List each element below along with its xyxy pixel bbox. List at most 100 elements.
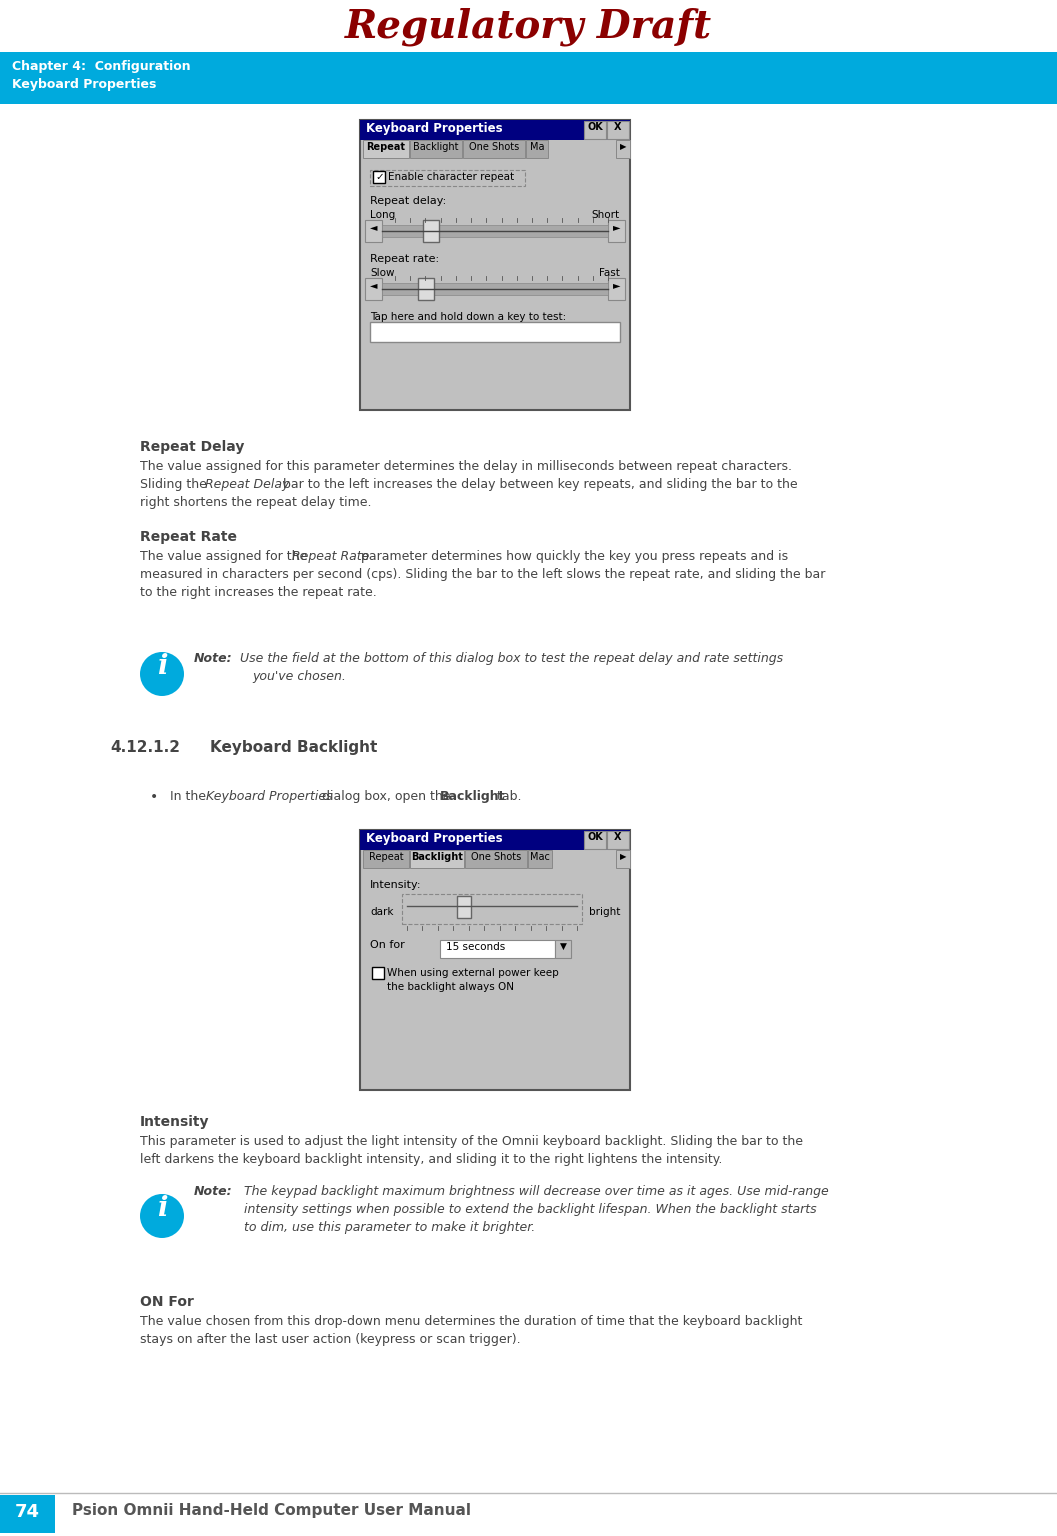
Text: Repeat delay:: Repeat delay: xyxy=(370,197,446,206)
Text: Keyboard Properties: Keyboard Properties xyxy=(366,833,503,845)
Text: Repeat Rate: Repeat Rate xyxy=(140,530,237,544)
Bar xyxy=(360,829,630,1091)
Bar xyxy=(0,52,1057,104)
Text: Slow: Slow xyxy=(370,267,394,278)
Bar xyxy=(372,968,384,978)
Text: Regulatory Draft: Regulatory Draft xyxy=(345,8,711,46)
Text: to dim, use this parameter to make it brighter.: to dim, use this parameter to make it br… xyxy=(231,1221,535,1233)
Text: ▼: ▼ xyxy=(559,942,567,951)
Bar xyxy=(0,1495,55,1533)
Bar xyxy=(360,120,630,140)
Bar xyxy=(419,278,434,300)
Bar xyxy=(382,224,608,237)
Bar xyxy=(608,220,625,243)
Text: Repeat: Repeat xyxy=(367,141,406,152)
Bar xyxy=(585,121,606,138)
Text: the backlight always ON: the backlight always ON xyxy=(387,982,514,992)
Text: Repeat Delay: Repeat Delay xyxy=(140,439,244,455)
Text: Backlight: Backlight xyxy=(411,852,463,862)
Text: ▶: ▶ xyxy=(619,852,626,862)
Text: ON For: ON For xyxy=(140,1295,193,1309)
Text: X: X xyxy=(614,121,622,132)
Text: Ma: Ma xyxy=(530,141,544,152)
Text: bright: bright xyxy=(589,906,620,917)
Text: dialog box, open the: dialog box, open the xyxy=(318,790,455,803)
Text: Short: Short xyxy=(592,210,620,220)
Text: dark: dark xyxy=(370,906,393,917)
Text: parameter determines how quickly the key you press repeats and is: parameter determines how quickly the key… xyxy=(357,550,789,564)
Text: In the: In the xyxy=(170,790,210,803)
Text: Keyboard Properties: Keyboard Properties xyxy=(206,790,333,803)
Text: stays on after the last user action (keypress or scan trigger).: stays on after the last user action (key… xyxy=(140,1333,521,1346)
Text: The value chosen from this drop-down menu determines the duration of time that t: The value chosen from this drop-down men… xyxy=(140,1315,802,1329)
Text: to the right increases the repeat rate.: to the right increases the repeat rate. xyxy=(140,587,376,599)
Circle shape xyxy=(140,651,184,696)
Bar xyxy=(616,849,630,868)
Text: intensity settings when possible to extend the backlight lifespan. When the back: intensity settings when possible to exte… xyxy=(231,1203,817,1217)
Text: ►: ► xyxy=(613,280,620,290)
Text: Repeat rate:: Repeat rate: xyxy=(370,253,439,264)
Text: 4.12.1.2: 4.12.1.2 xyxy=(110,740,180,756)
Text: Repeat: Repeat xyxy=(369,852,404,862)
Bar xyxy=(585,831,606,849)
Bar xyxy=(373,170,385,183)
Bar xyxy=(365,278,382,300)
Text: One Shots: One Shots xyxy=(470,852,521,862)
Text: The value assigned for the: The value assigned for the xyxy=(140,550,311,564)
Text: Keyboard Properties: Keyboard Properties xyxy=(12,78,156,91)
Text: Note:: Note: xyxy=(194,651,233,665)
Bar xyxy=(616,140,630,158)
Text: Keyboard Properties: Keyboard Properties xyxy=(366,121,503,135)
Bar xyxy=(607,831,629,849)
Bar xyxy=(440,940,555,958)
Text: Psion Omnii Hand-Held Computer User Manual: Psion Omnii Hand-Held Computer User Manu… xyxy=(72,1504,471,1518)
Text: Backlight: Backlight xyxy=(413,141,459,152)
Bar xyxy=(402,894,582,925)
Text: The keypad backlight maximum brightness will decrease over time as it ages. Use : The keypad backlight maximum brightness … xyxy=(231,1184,829,1198)
Text: right shortens the repeat delay time.: right shortens the repeat delay time. xyxy=(140,496,371,508)
Bar xyxy=(365,220,382,243)
Text: bar to the left increases the delay between key repeats, and sliding the bar to : bar to the left increases the delay betw… xyxy=(279,478,798,492)
Text: Fast: Fast xyxy=(599,267,620,278)
Text: ◄: ◄ xyxy=(370,223,377,232)
Text: ◄: ◄ xyxy=(370,280,377,290)
Text: you've chosen.: you've chosen. xyxy=(252,670,346,684)
Text: 15 seconds: 15 seconds xyxy=(446,942,505,952)
Text: Note:: Note: xyxy=(194,1184,233,1198)
Text: X: X xyxy=(614,833,622,842)
Bar xyxy=(370,323,620,343)
Bar xyxy=(423,220,439,243)
Bar xyxy=(608,278,625,300)
Text: Intensity:: Intensity: xyxy=(370,880,422,889)
Text: This parameter is used to adjust the light intensity of the Omnii keyboard backl: This parameter is used to adjust the lig… xyxy=(140,1135,803,1147)
Text: When using external power keep: When using external power keep xyxy=(387,968,559,978)
Bar xyxy=(360,829,630,849)
Text: One Shots: One Shots xyxy=(469,141,519,152)
Text: On for: On for xyxy=(370,940,405,949)
Text: ✓: ✓ xyxy=(375,172,385,181)
Text: Chapter 4:  Configuration: Chapter 4: Configuration xyxy=(12,60,190,74)
Circle shape xyxy=(140,1193,184,1238)
Bar xyxy=(457,895,471,919)
Text: OK: OK xyxy=(587,833,602,842)
Text: Repeat Rate: Repeat Rate xyxy=(292,550,369,564)
Bar xyxy=(465,849,527,868)
Bar xyxy=(360,120,630,410)
Text: The value assigned for this parameter determines the delay in milliseconds betwe: The value assigned for this parameter de… xyxy=(140,459,792,473)
Bar xyxy=(410,140,462,158)
Bar xyxy=(555,940,571,958)
Bar xyxy=(363,140,409,158)
Text: Enable character repeat: Enable character repeat xyxy=(388,172,514,181)
Text: left darkens the keyboard backlight intensity, and sliding it to the right light: left darkens the keyboard backlight inte… xyxy=(140,1154,722,1166)
Text: measured in characters per second (cps). Sliding the bar to the left slows the r: measured in characters per second (cps).… xyxy=(140,568,826,581)
Text: 74: 74 xyxy=(15,1504,39,1521)
Text: i: i xyxy=(156,653,167,679)
Text: ►: ► xyxy=(613,223,620,232)
Text: Use the field at the bottom of this dialog box to test the repeat delay and rate: Use the field at the bottom of this dial… xyxy=(231,651,783,665)
Bar xyxy=(363,849,409,868)
Text: Keyboard Backlight: Keyboard Backlight xyxy=(210,740,377,756)
Text: Backlight: Backlight xyxy=(440,790,505,803)
Text: Mac: Mac xyxy=(530,852,550,862)
Bar xyxy=(463,140,525,158)
Bar xyxy=(410,849,464,868)
